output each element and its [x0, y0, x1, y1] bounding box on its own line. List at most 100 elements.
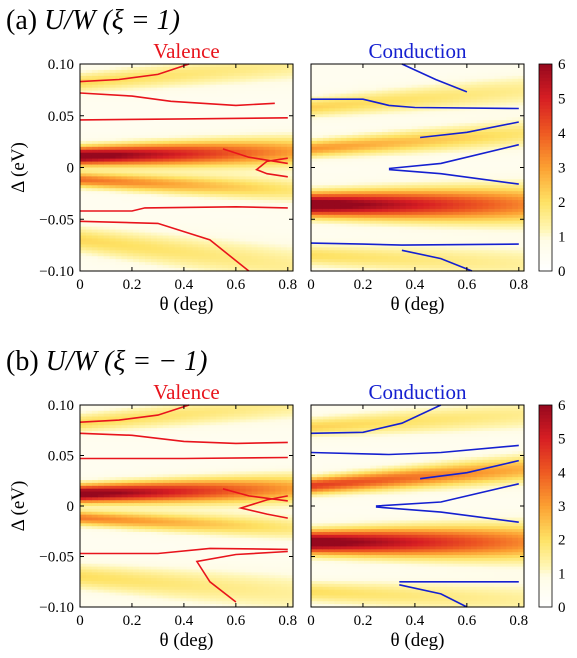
heatmap-cell — [405, 268, 413, 272]
heatmap-cell — [145, 256, 152, 260]
heatmap-cell — [145, 179, 152, 183]
heatmap-cell — [482, 250, 490, 254]
heatmap-cell — [227, 256, 235, 260]
heatmap-cell — [269, 241, 276, 245]
heatmap-cell — [358, 152, 365, 157]
heatmap-cell — [494, 211, 501, 216]
heatmap-cell — [174, 262, 182, 266]
heatmap-cell — [447, 200, 454, 204]
heatmap-cell — [168, 211, 176, 216]
heatmap-cell — [287, 117, 294, 121]
heatmap-cell — [482, 129, 490, 133]
heatmap-cell — [494, 262, 501, 266]
heatmap-cell — [210, 197, 217, 201]
heatmap-cell — [370, 179, 377, 183]
heatmap-cell — [453, 214, 460, 219]
heatmap-cell — [346, 87, 354, 92]
heatmap-cell — [322, 259, 330, 263]
heatmap-cell — [334, 155, 342, 160]
heatmap-cell — [251, 117, 259, 121]
heatmap-cell — [145, 259, 152, 263]
heatmap-cell — [387, 120, 395, 124]
heatmap-cell — [376, 250, 383, 254]
heatmap-cell — [476, 140, 484, 145]
heatmap-cell — [263, 220, 270, 225]
heatmap-cell — [186, 105, 194, 109]
heatmap-cell — [464, 111, 472, 115]
heatmap-cell — [127, 64, 134, 68]
heatmap-cell — [127, 202, 134, 207]
heatmap-cell — [311, 197, 318, 201]
heatmap-cell — [470, 223, 478, 228]
heatmap-cell — [115, 265, 123, 269]
heatmap-cell — [216, 259, 223, 263]
heatmap-cell — [91, 247, 99, 251]
heatmap-cell — [370, 217, 377, 222]
heatmap-cell — [245, 217, 253, 222]
heatmap-cell — [447, 188, 454, 192]
heatmap-cell — [180, 69, 188, 74]
heatmap-cell — [91, 220, 99, 225]
heatmap-cell — [352, 129, 359, 133]
heatmap-cell — [245, 200, 253, 204]
heatmap-cell — [186, 265, 194, 269]
heatmap-cell — [370, 202, 377, 207]
heatmap-cell — [458, 99, 466, 104]
heatmap-cell — [429, 247, 436, 251]
heatmap-cell — [411, 188, 419, 192]
heatmap-cell — [494, 256, 501, 260]
heatmap-cell — [453, 143, 460, 148]
heatmap-cell — [174, 134, 182, 139]
heatmap-cell — [103, 66, 111, 71]
heatmap-cell — [470, 132, 478, 136]
heatmap-cell — [464, 123, 472, 127]
heatmap-cell — [91, 111, 99, 115]
heatmap-cell — [192, 229, 199, 234]
heatmap-cell — [382, 64, 389, 68]
heatmap-cell — [109, 167, 117, 172]
heatmap-cell — [376, 99, 383, 104]
heatmap-cell — [156, 99, 164, 104]
heatmap-cell — [275, 99, 282, 104]
heatmap-cell — [103, 102, 111, 106]
heatmap-cell — [346, 265, 354, 269]
heatmap-cell — [382, 211, 389, 216]
heatmap-cell — [311, 96, 318, 101]
heatmap-cell — [168, 265, 176, 269]
heatmap-cell — [405, 90, 413, 95]
heatmap-cell — [411, 205, 419, 210]
heatmap-cell — [222, 226, 229, 231]
heatmap-cell — [423, 114, 430, 118]
heatmap-cell — [168, 197, 176, 201]
heatmap-cell — [512, 197, 519, 201]
heatmap-cell — [488, 96, 496, 101]
heatmap-cell — [168, 268, 176, 272]
heatmap-cell — [370, 132, 377, 136]
heatmap-cell — [216, 208, 223, 213]
heatmap-cell — [476, 134, 484, 139]
heatmap-cell — [464, 84, 472, 89]
heatmap-cell — [233, 182, 241, 186]
heatmap-cell — [210, 137, 217, 142]
heatmap-cell — [364, 137, 371, 142]
heatmap-cell — [174, 146, 182, 151]
heatmap-cell — [447, 155, 454, 160]
heatmap-cell — [186, 96, 194, 101]
heatmap-cell — [269, 259, 276, 263]
heatmap-cell — [494, 182, 501, 186]
heatmap-cell — [174, 167, 182, 172]
heatmap-cell — [133, 176, 140, 180]
heatmap-cell — [453, 140, 460, 145]
heatmap-cell — [245, 108, 253, 112]
heatmap-cell — [180, 188, 188, 192]
heatmap-cell — [316, 66, 324, 71]
heatmap-cell — [121, 75, 128, 80]
heatmap-cell — [482, 155, 490, 160]
heatmap-cell — [103, 176, 111, 180]
heatmap-cell — [204, 69, 211, 74]
heatmap-cell — [174, 66, 182, 71]
heatmap-cell — [186, 176, 194, 180]
heatmap-cell — [346, 256, 354, 260]
heatmap-cell — [423, 188, 430, 192]
heatmap-cell — [370, 250, 377, 254]
